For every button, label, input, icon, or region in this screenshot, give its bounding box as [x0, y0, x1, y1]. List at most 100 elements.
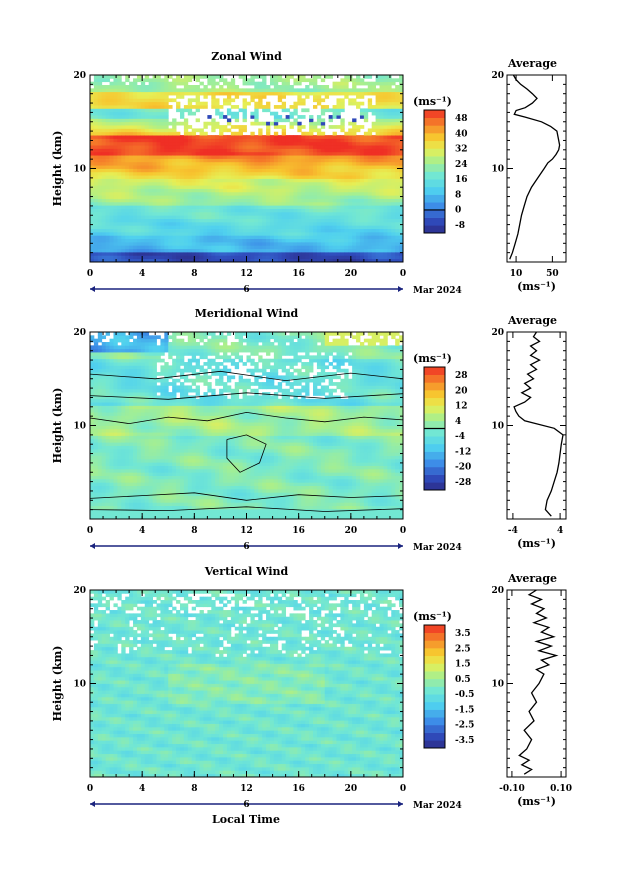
heatmap-cell	[223, 218, 228, 223]
heatmap-cell	[199, 228, 204, 233]
heatmap-cell	[183, 201, 189, 206]
heatmap-cell	[250, 185, 255, 189]
heatmap-cell	[348, 235, 353, 240]
heatmap-cell	[90, 131, 95, 136]
heatmap-cell	[211, 158, 216, 163]
heatmap-cell	[324, 255, 330, 260]
heatmap-cell	[199, 188, 204, 193]
heatmap-cell	[340, 195, 345, 199]
heatmap-cell	[97, 358, 103, 363]
heatmap-cell	[113, 208, 118, 213]
heatmap-cell	[289, 178, 294, 183]
heatmap-cell	[133, 418, 138, 423]
heatmap-cell	[191, 151, 197, 156]
heatmap-cell	[356, 255, 361, 260]
heatmap-cell	[187, 138, 193, 143]
heatmap-cell	[215, 245, 220, 250]
heatmap-cell	[90, 128, 95, 133]
heatmap-cell	[285, 231, 290, 236]
heatmap-cell	[179, 78, 185, 83]
heatmap-cell	[359, 95, 365, 99]
heatmap-cell	[183, 75, 189, 79]
heatmap-cell	[125, 255, 130, 260]
heatmap-cell	[387, 185, 392, 189]
heatmap-cell	[262, 248, 267, 253]
heatmap-cell	[281, 178, 287, 183]
heatmap-cell	[191, 168, 197, 173]
heatmap-cell	[121, 345, 126, 350]
heatmap-cell	[234, 218, 240, 223]
heatmap-cell	[156, 88, 161, 93]
heatmap-cell	[301, 188, 306, 193]
heatmap-cell	[101, 458, 107, 463]
heatmap-cell	[125, 258, 130, 263]
heatmap-cell	[297, 78, 302, 83]
heatmap-cell	[305, 85, 310, 89]
heatmap-cell	[183, 258, 189, 263]
heatmap-cell	[301, 221, 306, 226]
heatmap-cell	[90, 241, 95, 246]
heatmap-cell	[367, 215, 373, 219]
heatmap-cell	[226, 145, 232, 149]
heatmap-cell	[121, 155, 126, 159]
heatmap-cell	[105, 505, 110, 510]
heatmap-cell	[160, 185, 165, 189]
heatmap-cell	[219, 115, 224, 119]
heatmap-cell	[105, 258, 110, 263]
heatmap-cell	[101, 408, 107, 413]
heatmap-cell	[277, 115, 283, 119]
heatmap-cell	[371, 128, 377, 133]
heatmap-cell	[375, 75, 380, 79]
heatmap-cell	[332, 191, 337, 196]
heatmap-cell	[340, 248, 345, 253]
heatmap-cell	[129, 211, 134, 216]
heatmap-cell	[207, 225, 212, 230]
heatmap-cell	[109, 468, 114, 473]
heatmap-cell	[383, 235, 388, 240]
heatmap-cell	[203, 168, 208, 173]
heatmap-cell	[273, 161, 279, 166]
heatmap-cell	[309, 255, 314, 260]
heatmap-cell	[226, 181, 232, 186]
heatmap-cell	[125, 438, 130, 443]
heatmap-cell	[313, 245, 318, 250]
heatmap-cell	[285, 178, 290, 183]
heatmap-cell	[195, 148, 200, 153]
heatmap-cell	[105, 408, 110, 413]
heatmap-cell	[105, 415, 110, 420]
heatmap-cell	[340, 165, 345, 169]
heatmap-cell	[148, 191, 153, 196]
heatmap-cell	[144, 88, 150, 93]
heatmap-cell	[281, 248, 287, 253]
heatmap-cell	[97, 95, 103, 99]
heatmap-cell	[258, 185, 263, 189]
heatmap-cell	[140, 211, 146, 216]
heatmap-cell	[101, 161, 107, 166]
heatmap-cell	[313, 241, 318, 246]
heatmap-cell	[164, 231, 169, 236]
heatmap-cell	[375, 195, 380, 199]
heatmap-cell	[223, 181, 228, 186]
heatmap-cell	[156, 251, 161, 256]
heatmap-cell	[160, 88, 165, 93]
heatmap-cell	[195, 205, 200, 209]
heatmap-cell	[340, 118, 345, 123]
heatmap-cell	[121, 495, 126, 500]
heatmap-cell	[289, 151, 294, 156]
heatmap-cell	[383, 121, 388, 126]
heatmap-cell	[140, 478, 146, 483]
heatmap-cell	[371, 155, 377, 159]
heatmap-cell	[172, 121, 177, 126]
heatmap-cell	[101, 515, 107, 520]
heatmap-cell	[285, 148, 290, 153]
heatmap-cell	[324, 195, 330, 199]
heatmap-cell	[262, 178, 267, 183]
heatmap-cell	[160, 231, 165, 236]
heatmap-cell	[101, 198, 107, 203]
heatmap-cell	[250, 131, 255, 136]
heatmap-cell	[234, 171, 240, 176]
heatmap-cell	[258, 235, 263, 240]
heatmap-cell	[129, 412, 134, 416]
heatmap-cell	[148, 211, 153, 216]
heatmap-cell	[113, 438, 118, 443]
